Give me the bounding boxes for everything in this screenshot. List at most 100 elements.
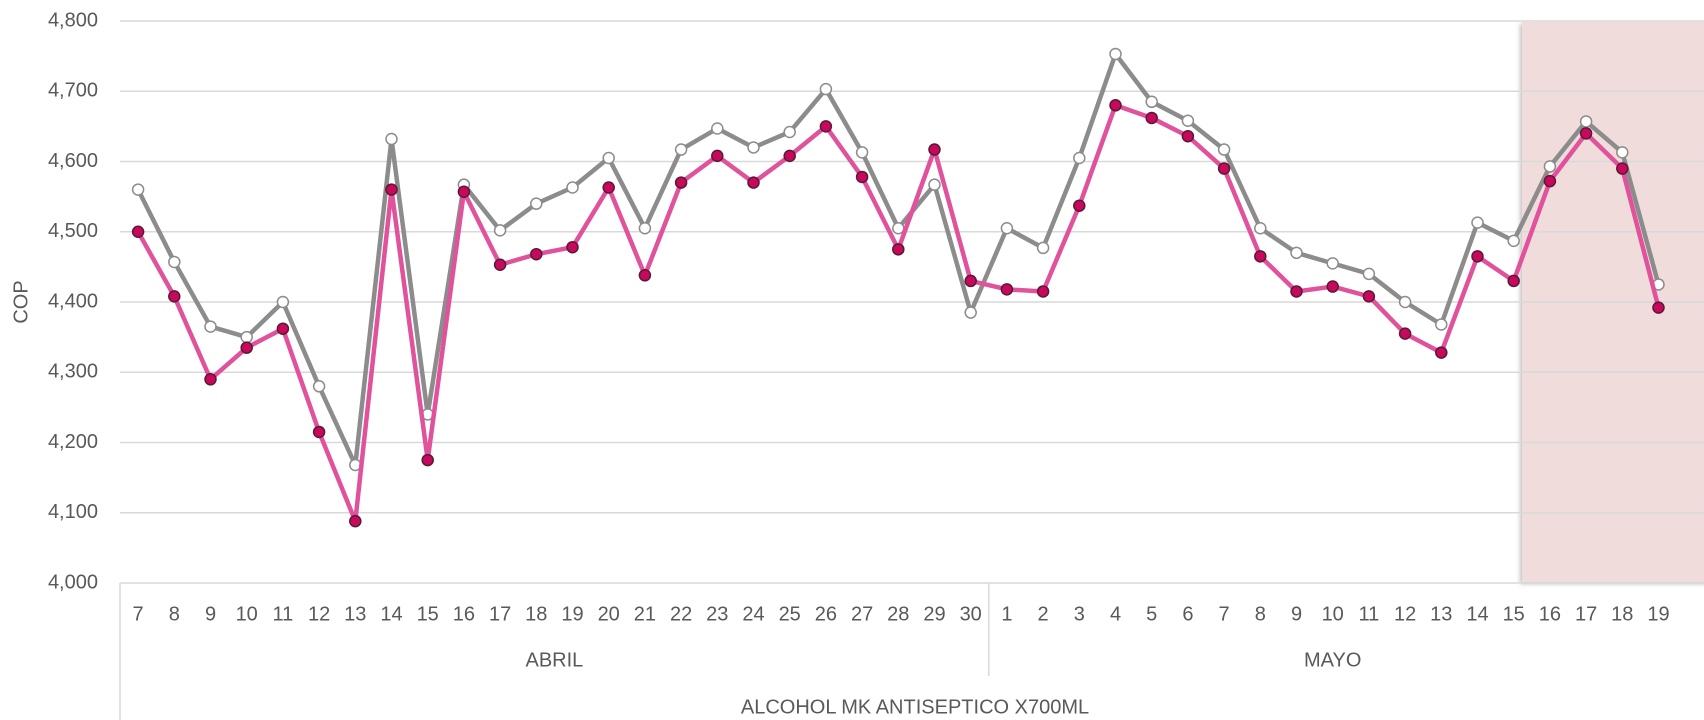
data-point	[1073, 199, 1086, 213]
data-point	[674, 143, 688, 156]
x-tick-label: 15	[417, 603, 439, 625]
data-point	[1145, 95, 1158, 109]
data-point	[1362, 267, 1376, 281]
x-tick-label: 7	[133, 603, 144, 625]
data-point	[1290, 246, 1303, 260]
y-tick-label: 4,500	[48, 220, 98, 242]
data-point	[1616, 162, 1629, 175]
data-point	[819, 82, 833, 96]
data-point	[1362, 290, 1376, 303]
data-point	[1471, 250, 1484, 263]
x-tick-label: 16	[453, 603, 475, 625]
x-tick-label: 4	[1110, 603, 1121, 625]
data-point	[1254, 221, 1267, 235]
data-point	[1326, 280, 1339, 293]
x-tick-label: 8	[169, 603, 180, 625]
y-tick-label: 4,600	[48, 150, 98, 172]
y-tick-label: 4,400	[48, 290, 98, 312]
data-point	[638, 269, 652, 282]
x-tick-label: 13	[344, 603, 366, 625]
x-tick-label: 24	[742, 603, 764, 625]
x-tick-label: 9	[1291, 603, 1302, 625]
x-tick-label: 19	[561, 603, 583, 625]
data-point	[602, 181, 615, 194]
x-tick-label: 22	[670, 603, 692, 625]
y-tick-label: 4,000	[48, 571, 98, 593]
x-tick-label: 9	[205, 603, 216, 625]
data-point	[1398, 327, 1412, 340]
data-point	[892, 243, 905, 256]
data-point	[168, 255, 181, 269]
x-tick-label: 19	[1647, 603, 1669, 625]
data-point	[1579, 115, 1593, 128]
x-tick-label: 18	[1611, 603, 1633, 625]
data-point	[638, 221, 652, 235]
x-group-tick-label: MAYO	[1304, 649, 1361, 671]
x-tick-label: 20	[598, 603, 620, 625]
data-point	[312, 425, 326, 439]
data-point	[928, 143, 941, 156]
data-point	[1652, 301, 1665, 314]
x-tick-label: 2	[1038, 603, 1049, 625]
data-point	[530, 247, 543, 261]
x-tick-label: 15	[1503, 603, 1525, 625]
x-group-label: ALCOHOL MK ANTISEPTICO X700ML	[741, 696, 1089, 718]
data-point	[530, 197, 543, 210]
data-point	[1435, 318, 1448, 331]
x-tick-label: 12	[308, 603, 330, 625]
data-point	[312, 380, 326, 393]
data-point	[493, 224, 507, 237]
data-point	[1109, 99, 1122, 112]
x-tick-label: 28	[887, 603, 909, 625]
data-point	[1036, 285, 1050, 298]
series-line	[136, 103, 1661, 524]
x-tick-label: 26	[815, 603, 837, 625]
data-point	[1217, 143, 1231, 156]
data-point	[964, 306, 977, 319]
x-tick-label: 16	[1539, 603, 1561, 625]
x-tick-label: 11	[273, 603, 294, 625]
data-point	[276, 295, 290, 309]
data-point	[1471, 216, 1484, 229]
data-point	[783, 125, 796, 139]
data-point	[1073, 151, 1086, 165]
x-tick-label: 10	[236, 603, 258, 625]
y-tick-label: 4,700	[48, 80, 98, 102]
data-point	[1000, 221, 1014, 235]
data-point	[1398, 295, 1412, 309]
data-point	[131, 183, 145, 196]
data-point	[674, 176, 688, 189]
data-point	[1036, 241, 1050, 255]
data-point	[747, 176, 760, 189]
x-tick-label: 18	[525, 603, 547, 625]
data-point	[1000, 283, 1014, 296]
data-point	[711, 122, 724, 135]
x-group-tick-label: ABRIL	[525, 649, 583, 671]
x-tick-label: 7	[1219, 603, 1230, 625]
data-point	[855, 146, 869, 159]
data-point	[168, 290, 181, 303]
x-tick-label: 5	[1146, 603, 1157, 625]
x-tick-label: 8	[1255, 603, 1266, 625]
data-point	[602, 151, 615, 165]
x-tick-label: 25	[779, 603, 801, 625]
x-tick-label: 17	[1575, 603, 1597, 625]
data-point	[855, 170, 869, 184]
data-point	[1579, 127, 1593, 140]
x-tick-label: 29	[923, 603, 945, 625]
data-point	[457, 185, 471, 198]
data-point	[421, 453, 434, 467]
data-point	[1616, 146, 1629, 159]
data-point	[566, 240, 579, 254]
data-point	[385, 132, 398, 146]
data-point	[1435, 346, 1448, 359]
x-tick-label: 11	[1359, 603, 1380, 625]
data-point	[131, 225, 145, 238]
data-point	[276, 322, 290, 335]
data-point	[493, 258, 507, 272]
data-point	[747, 141, 760, 154]
data-point	[928, 178, 941, 191]
data-point	[819, 120, 833, 133]
x-tick-label: 14	[380, 603, 402, 625]
